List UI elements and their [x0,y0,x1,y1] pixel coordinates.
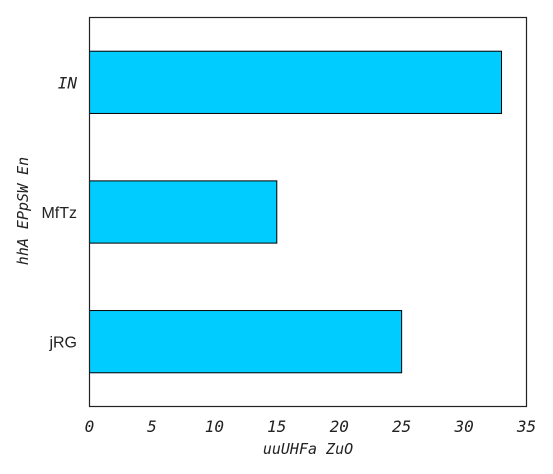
x-tick-label: 5 [147,417,157,436]
x-axis-label: uuUHFa ZuO [263,440,353,458]
x-tick-label: 35 [516,417,536,436]
bar-IN [89,50,503,114]
y-tick-label: IN [58,73,78,92]
x-tick-label: 30 [453,417,473,436]
x-tick-label: 25 [392,417,411,436]
plot-frame [88,16,528,408]
x-tick-labels: 0 5 10 15 20 25 30 35 [85,417,536,436]
y-tick-label: MfTz [41,205,77,222]
x-tick-label: 15 [267,417,286,436]
x-tick-label: 10 [205,417,224,436]
bar-MfTz [89,180,278,244]
bar-jRG [89,310,403,374]
y-tick-labels: jRG MfTz IN [41,73,77,351]
y-axis-label: hhA EPpSW En [14,157,32,265]
bars-group [89,50,503,374]
x-tick-label: 20 [330,417,349,436]
y-tick-label: jRG [48,335,77,352]
x-tick-label: 0 [85,417,95,436]
